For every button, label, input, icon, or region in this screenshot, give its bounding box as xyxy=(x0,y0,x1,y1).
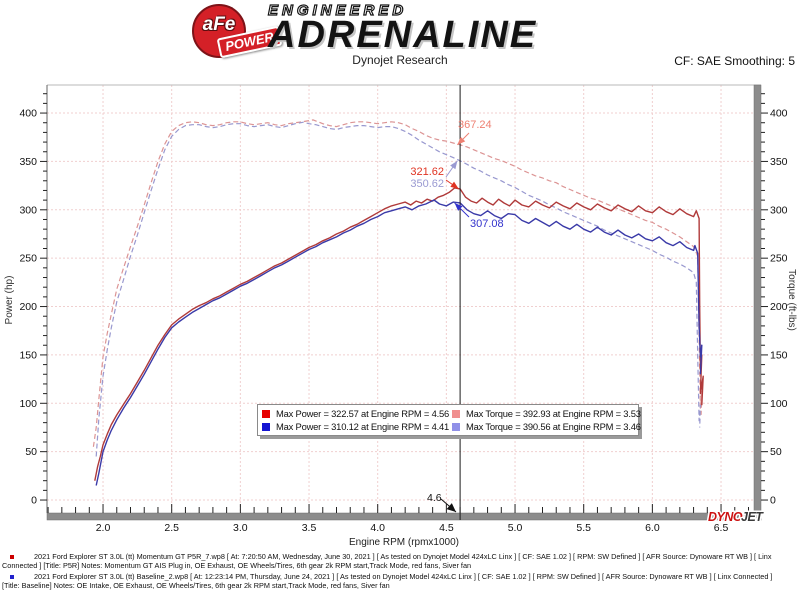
svg-text:400: 400 xyxy=(19,108,37,120)
curve-torque-baseline xyxy=(95,121,702,457)
svg-text:350: 350 xyxy=(19,156,37,168)
svg-text:50: 50 xyxy=(770,446,782,458)
note-bullet-red xyxy=(10,555,14,559)
svg-text:200: 200 xyxy=(770,301,788,313)
svg-text:150: 150 xyxy=(770,349,788,361)
svg-text:0: 0 xyxy=(31,495,37,507)
y-axis-left: 0 50 100 150 200 250 300 350 400 Power (hp) xyxy=(4,93,47,507)
legend-swatch-torque-p5r xyxy=(452,409,460,418)
brand-adrenaline: ADRENALINE xyxy=(268,14,538,56)
note-baseline-line-1: 2021 Ford Explorer ST 3.0L (tt) Baseline… xyxy=(34,571,773,581)
brand-text: ENGINEERED ADRENALINE xyxy=(267,1,748,56)
afe-logo-text: aFe xyxy=(202,14,236,35)
svg-text:250: 250 xyxy=(19,253,37,265)
svg-text:100: 100 xyxy=(770,398,788,410)
svg-text:3.5: 3.5 xyxy=(302,522,317,534)
annotation-307.08: 307.08 xyxy=(470,218,504,230)
svg-text:300: 300 xyxy=(19,204,37,216)
svg-text:150: 150 xyxy=(19,349,37,361)
y-axis-title-torque: Torque (ft-lbs) xyxy=(786,269,797,331)
dynojet-research-label: Dynojet Research xyxy=(352,53,448,67)
legend-box: Max Power = 322.57 at Engine RPM = 4.56 … xyxy=(257,404,641,436)
y-axis-title-power: Power (hp) xyxy=(4,276,15,325)
svg-text:5.0: 5.0 xyxy=(508,522,523,534)
svg-text:5.5: 5.5 xyxy=(576,522,591,534)
cursor-rpm-label: 4.6 xyxy=(427,492,442,504)
annotation-321.62: 321.62 xyxy=(410,166,444,178)
svg-text:2.5: 2.5 xyxy=(164,522,179,534)
note-baseline-run: 2021 Ford Explorer ST 3.0L (tt) Baseline… xyxy=(2,572,798,591)
annotation-367.24: 367.24 xyxy=(458,119,492,131)
legend-label-power-p5r: Max Power = 322.57 at Engine RPM = 4.56 xyxy=(276,408,450,419)
y-axis-right: 0 50 100 150 200 250 300 350 400 Torque (ft-lbs) xyxy=(761,93,797,507)
header: aFe POWER ENGINEERED ADRENALINE Dynojet … xyxy=(0,0,800,80)
legend-label-torque-p5r: Max Torque = 392.93 at Engine RPM = 3.53 xyxy=(466,408,641,419)
svg-text:250: 250 xyxy=(770,253,788,265)
run-notes: 2021 Ford Explorer ST 3.0L (tt) Momentum… xyxy=(2,552,798,592)
svg-text:JET: JET xyxy=(741,510,764,524)
legend-swatch-power-baseline xyxy=(262,422,270,431)
svg-text:400: 400 xyxy=(770,108,788,120)
svg-text:DYNO: DYNO xyxy=(708,510,743,524)
brand-engineered: ENGINEERED xyxy=(267,1,408,19)
note-p5r-line-2: Connected ] [Title: P5R] Notes: Momentum… xyxy=(2,561,472,571)
svg-text:300: 300 xyxy=(770,204,788,216)
note-p5r-run: 2021 Ford Explorer ST 3.0L (tt) Momentum… xyxy=(2,552,798,571)
legend-swatch-power-p5r xyxy=(262,409,270,418)
legend-label-torque-baseline: Max Torque = 390.56 at Engine RPM = 3.46 xyxy=(466,421,641,432)
note-p5r-line-1: 2021 Ford Explorer ST 3.0L (tt) Momentum… xyxy=(34,552,772,561)
axis-frame xyxy=(46,84,762,521)
svg-text:4.0: 4.0 xyxy=(370,522,385,534)
svg-text:100: 100 xyxy=(19,398,37,410)
svg-text:3.0: 3.0 xyxy=(233,522,248,534)
curve-power-p5r xyxy=(94,187,704,481)
gridlines xyxy=(47,85,761,513)
svg-text:350: 350 xyxy=(770,156,788,168)
legend-row-baseline-max: Max Power = 310.12 at Engine RPM = 4.41 … xyxy=(262,420,641,433)
svg-text:6.5: 6.5 xyxy=(714,522,729,534)
curve-torque-p5r xyxy=(92,119,703,447)
x-axis: 2.0 2.5 3.0 3.5 4.0 4.5 5.0 5.5 6.0 6.5 Engine RPM… xyxy=(47,504,750,548)
note-baseline-line-2: [Title: Baseline] Notes: OE Intake, OE E… xyxy=(2,581,390,591)
curve-power-baseline xyxy=(95,199,703,486)
annotation-350.62: 350.62 xyxy=(410,178,444,190)
svg-text:200: 200 xyxy=(19,301,37,313)
legend-row-power-max: Max Power = 322.57 at Engine RPM = 4.56 … xyxy=(262,407,641,420)
x-axis-title: Engine RPM (rpmx1000) xyxy=(349,537,459,548)
svg-text:6.0: 6.0 xyxy=(645,522,660,534)
svg-text:50: 50 xyxy=(25,446,37,458)
legend-swatch-torque-baseline xyxy=(452,422,460,431)
svg-text:4.5: 4.5 xyxy=(439,522,454,534)
smoothing-label: CF: SAE Smoothing: 5 xyxy=(674,54,795,68)
dyno-curves xyxy=(92,119,704,486)
note-bullet-blue xyxy=(10,574,14,579)
legend-label-power-baseline: Max Power = 310.12 at Engine RPM = 4.41 xyxy=(276,421,450,432)
svg-text:0: 0 xyxy=(770,495,776,507)
svg-text:2.0: 2.0 xyxy=(96,522,111,534)
